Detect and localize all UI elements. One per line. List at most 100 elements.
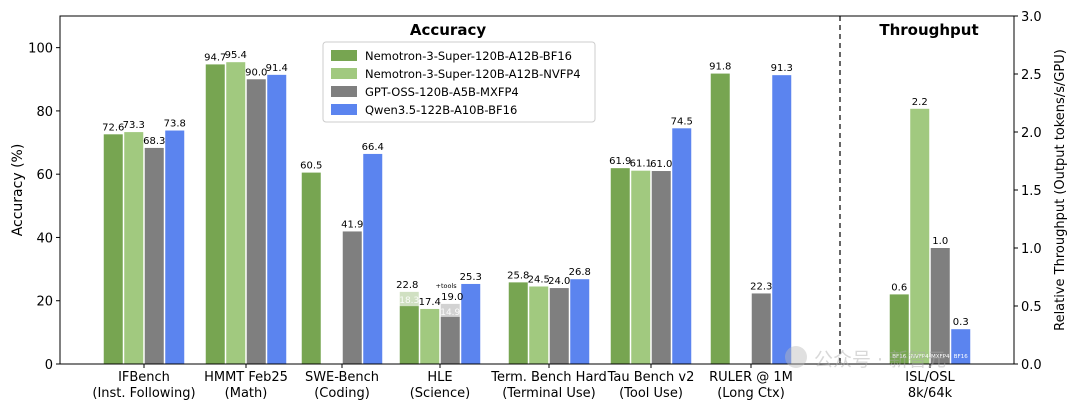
bar-value-label: 61.9 xyxy=(609,156,631,167)
y-right-tick-label: 1.0 xyxy=(1021,242,1042,257)
y-right-tick-label: 2.0 xyxy=(1021,126,1042,141)
bar-value-label: 72.6 xyxy=(102,122,124,133)
y-left-tick-label: 0 xyxy=(45,358,53,373)
bar xyxy=(124,132,144,364)
bar-inner-label: 14.9 xyxy=(440,308,460,318)
bar xyxy=(672,128,692,364)
bar-value-label: 60.5 xyxy=(300,161,322,172)
bar-value-label: 95.4 xyxy=(225,50,247,61)
x-tick-label: (Coding) xyxy=(314,386,370,401)
bar-value-label: 66.4 xyxy=(362,142,384,153)
tools-note: +tools xyxy=(436,282,458,290)
y-right-tick-label: 0.5 xyxy=(1021,300,1042,315)
bar xyxy=(889,294,909,364)
bar xyxy=(363,153,383,364)
bar xyxy=(610,168,630,364)
bar xyxy=(930,248,950,364)
bar xyxy=(301,172,321,364)
watermark: 公众号 · 新智元 xyxy=(785,346,946,371)
legend-swatch xyxy=(331,68,357,79)
bar-tools-label: 22.8 xyxy=(396,280,418,291)
bar-value-label: 24.0 xyxy=(548,276,570,287)
legend-box xyxy=(322,41,596,123)
y-right-tick-label: 1.5 xyxy=(1021,184,1042,199)
legend-label: Nemotron-3-Super-120B-A12B-BF16 xyxy=(365,49,572,63)
bar xyxy=(508,282,528,364)
bar-value-label: 91.3 xyxy=(771,63,793,74)
bar xyxy=(342,231,362,364)
x-tick-label: IFBench xyxy=(118,370,170,385)
bar xyxy=(631,170,651,364)
x-tick-label: HMMT Feb25 xyxy=(204,370,288,385)
bar-value-label: 26.8 xyxy=(569,267,591,278)
legend: Nemotron-3-Super-120B-A12B-BF16 Nemotron-… xyxy=(322,41,596,123)
bar-value-label: 0.6 xyxy=(891,282,907,293)
grid-layer xyxy=(56,15,1018,368)
bar-value-label: 17.4 xyxy=(419,297,441,308)
bar-value-label: 61.0 xyxy=(650,159,672,170)
legend-label: Qwen3.5-122B-A10B-BF16 xyxy=(365,103,517,117)
bar-tools-overlay xyxy=(399,291,419,307)
bar-value-label: 24.5 xyxy=(528,274,550,285)
x-tick-label: HLE xyxy=(427,370,452,385)
throughput-bar-tag: NVFP4 xyxy=(911,354,929,360)
x-tick-label: (Long Ctx) xyxy=(717,386,785,401)
bar-value-label: 1.0 xyxy=(932,236,948,247)
x-tick-label: (Tool Use) xyxy=(619,386,683,401)
throughput-bar-tag: BF16 xyxy=(954,354,968,360)
bar xyxy=(951,329,971,364)
y-right-tick-label: 2.5 xyxy=(1021,68,1042,83)
bar xyxy=(205,64,225,365)
bar-value-label: 0.3 xyxy=(953,317,969,328)
bar xyxy=(420,308,440,364)
bar-value-label: 91.4 xyxy=(266,63,288,74)
x-tick-label: (Math) xyxy=(225,386,268,401)
bar-value-label: 91.8 xyxy=(709,62,731,73)
x-tick-label: ISL/OSL xyxy=(905,370,955,385)
bar xyxy=(710,73,730,364)
watermark-text: 公众号 · 新智元 xyxy=(814,349,946,371)
bar xyxy=(144,147,164,364)
legend-swatch xyxy=(331,104,357,115)
x-tick-label: Tau Bench v2 xyxy=(607,370,695,385)
bar-tools-label: 19.0 xyxy=(441,292,463,303)
labels-layer: 0204060801000.00.51.01.52.02.53.072.673.… xyxy=(28,10,1042,401)
bar-tools-overlay xyxy=(440,303,460,317)
bar xyxy=(549,288,569,364)
legend-swatch xyxy=(331,86,357,97)
throughput-bar-tag: MXFP4 xyxy=(931,354,950,360)
bar-inner-label: 18.3 xyxy=(399,296,419,306)
bar-value-label: 68.3 xyxy=(143,136,165,147)
throughput-bar-tag: BF16 xyxy=(892,354,906,360)
y-right-tick-label: 0.0 xyxy=(1021,358,1042,373)
bar-value-label: 2.2 xyxy=(912,97,928,108)
x-tick-label: (Inst. Following) xyxy=(92,386,195,401)
watermark-logo-icon xyxy=(785,346,807,368)
y-left-tick-label: 40 xyxy=(36,231,53,246)
bar xyxy=(570,279,590,364)
bars-layer xyxy=(103,62,971,365)
bar xyxy=(440,316,460,364)
bar-value-label: 22.3 xyxy=(750,281,772,292)
bar xyxy=(226,62,246,365)
bar-value-label: 25.8 xyxy=(507,270,529,281)
y-axis-left-label: Accuracy (%) xyxy=(10,144,26,237)
bar xyxy=(267,74,287,365)
bar-value-label: 41.9 xyxy=(341,219,363,230)
bar-value-label: 94.7 xyxy=(204,52,226,63)
accuracy-panel-title: Accuracy xyxy=(410,21,486,39)
x-tick-label: (Science) xyxy=(410,386,471,401)
y-right-tick-label: 3.0 xyxy=(1021,10,1042,25)
bar-value-label: 25.3 xyxy=(460,272,482,283)
legend-swatch xyxy=(331,50,357,61)
bar xyxy=(772,75,792,364)
bar xyxy=(910,108,930,364)
bar-value-label: 61.1 xyxy=(630,159,652,170)
bar xyxy=(165,130,185,364)
bar xyxy=(751,293,771,364)
plot-frame xyxy=(59,15,1015,365)
x-tick-label: SWE-Bench xyxy=(305,370,379,385)
y-left-tick-label: 80 xyxy=(36,105,53,120)
y-axis-right-label: Relative Throughput (Output tokens/s/GPU… xyxy=(1053,49,1068,331)
